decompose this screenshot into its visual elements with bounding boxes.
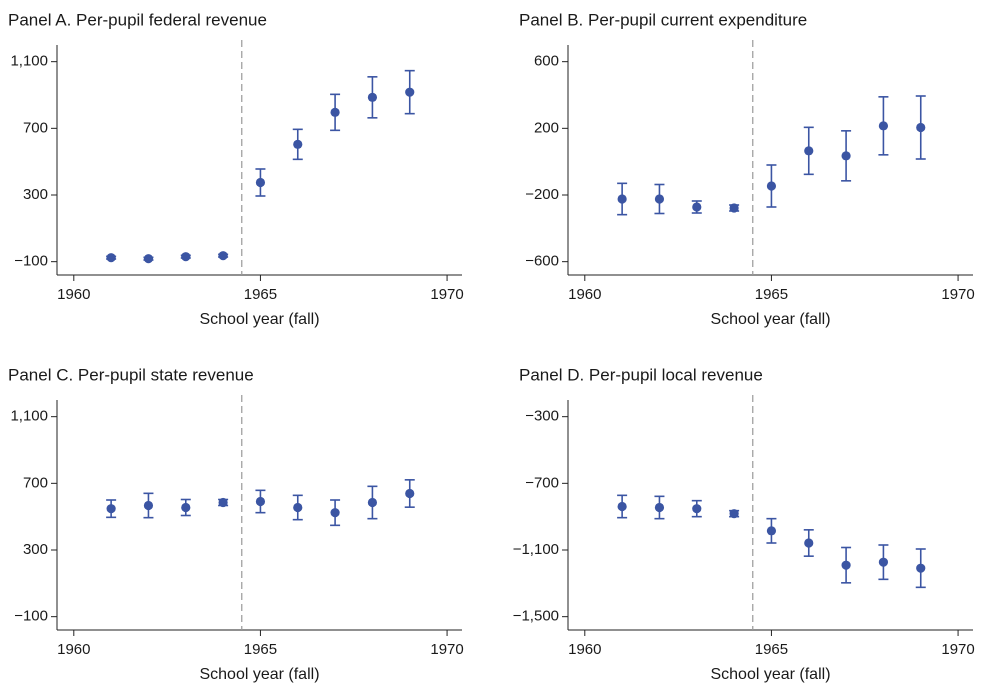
point (804, 538, 814, 548)
point (617, 501, 627, 512)
point (692, 504, 702, 514)
point (766, 526, 777, 536)
point (729, 509, 739, 519)
y-tick-label: 1,100 (10, 408, 48, 425)
point (218, 251, 228, 261)
point (367, 92, 378, 102)
panel: Panel D. Per-pupil local revenue −1,500 −1… (513, 365, 975, 683)
point (878, 557, 889, 567)
y-tick-label: 700 (23, 119, 48, 136)
x-tick-label: 1960 (57, 286, 90, 303)
x-tick-label: 1965 (244, 641, 277, 658)
y-tick-label: −700 (525, 474, 559, 491)
y-tick-label: −600 (525, 253, 559, 270)
point (293, 502, 303, 513)
y-tick-label: −1,500 (513, 608, 559, 625)
x-tick-label: 1970 (430, 286, 463, 303)
x-tick-label: 1960 (568, 641, 601, 658)
point (106, 504, 116, 514)
y-tick-label: −100 (14, 608, 48, 625)
x-tick-label: 1970 (941, 641, 974, 658)
point (692, 202, 702, 212)
panel-title: Panel D. Per-pupil local revenue (519, 365, 763, 384)
y-tick-label: 200 (534, 119, 559, 136)
point (841, 560, 851, 570)
point (617, 194, 627, 204)
y-tick-label: −1,100 (513, 541, 559, 558)
point (654, 194, 665, 204)
x-tick-label: 1965 (244, 286, 277, 303)
point (878, 121, 889, 131)
x-tick-label: 1960 (57, 641, 90, 658)
panel: Panel C. Per-pupil state revenue −100 300 7… (8, 365, 464, 683)
x-tick-label: 1965 (755, 286, 788, 303)
y-tick-label: 300 (23, 186, 48, 203)
point (255, 496, 266, 507)
point (293, 139, 303, 149)
point (218, 497, 228, 508)
x-axis-label: School year (fall) (710, 666, 830, 683)
point (916, 122, 926, 133)
panel: Panel A. Per-pupil federal revenue −100 30… (8, 10, 464, 328)
point (181, 502, 191, 513)
x-axis-label: School year (fall) (199, 666, 319, 683)
point (405, 488, 415, 499)
y-tick-label: 300 (23, 541, 48, 558)
panel-title: Panel A. Per-pupil federal revenue (8, 10, 267, 29)
point (181, 252, 191, 262)
point (405, 87, 415, 97)
x-tick-label: 1965 (755, 641, 788, 658)
x-tick-label: 1970 (941, 286, 974, 303)
point (143, 254, 154, 264)
point (729, 203, 739, 213)
x-axis-label: School year (fall) (710, 311, 830, 328)
panel: Panel B. Per-pupil current expenditure −6… (519, 10, 975, 328)
panel-title: Panel C. Per-pupil state revenue (8, 365, 254, 384)
point (330, 107, 340, 117)
point (766, 181, 777, 191)
point (841, 151, 851, 161)
point (804, 146, 814, 156)
point (106, 253, 116, 263)
y-tick-label: −300 (525, 408, 559, 425)
panel-title: Panel B. Per-pupil current expenditure (519, 10, 807, 29)
x-tick-label: 1960 (568, 286, 601, 303)
y-tick-label: 1,100 (10, 53, 48, 70)
x-axis-label: School year (fall) (199, 311, 319, 328)
y-tick-label: −100 (14, 253, 48, 270)
y-tick-label: 600 (534, 53, 559, 70)
point (143, 500, 154, 511)
point (255, 177, 266, 188)
y-tick-label: 700 (23, 474, 48, 491)
point (654, 502, 665, 513)
point (916, 563, 926, 573)
point (367, 497, 378, 508)
point (330, 508, 340, 518)
x-tick-label: 1970 (430, 641, 463, 658)
y-tick-label: −200 (525, 186, 559, 203)
